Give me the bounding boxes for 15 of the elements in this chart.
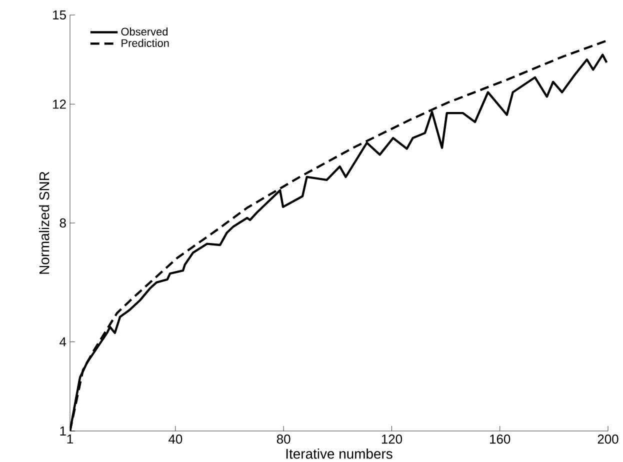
x-tick-label: 120 [382,434,402,444]
y-tick-label: 8 [60,218,66,228]
x-tick-label: 200 [598,434,618,444]
y-tick-label: 15 [53,10,66,20]
y-axis-title: Normalized SNR [38,172,50,274]
y-tick-label: 1 [60,426,66,436]
y-tick-label: 12 [53,100,66,109]
x-tick-label: 1 [67,434,73,444]
x-tick-label: 160 [490,434,510,444]
x-tick-label: 40 [168,434,182,444]
legend-label: Observed [121,27,168,36]
legend-label: Prediction [122,38,169,47]
x-tick-label: 80 [276,434,290,444]
y-tick-label: 4 [60,337,66,346]
x-axis-title: Iterative numbers [286,448,392,459]
